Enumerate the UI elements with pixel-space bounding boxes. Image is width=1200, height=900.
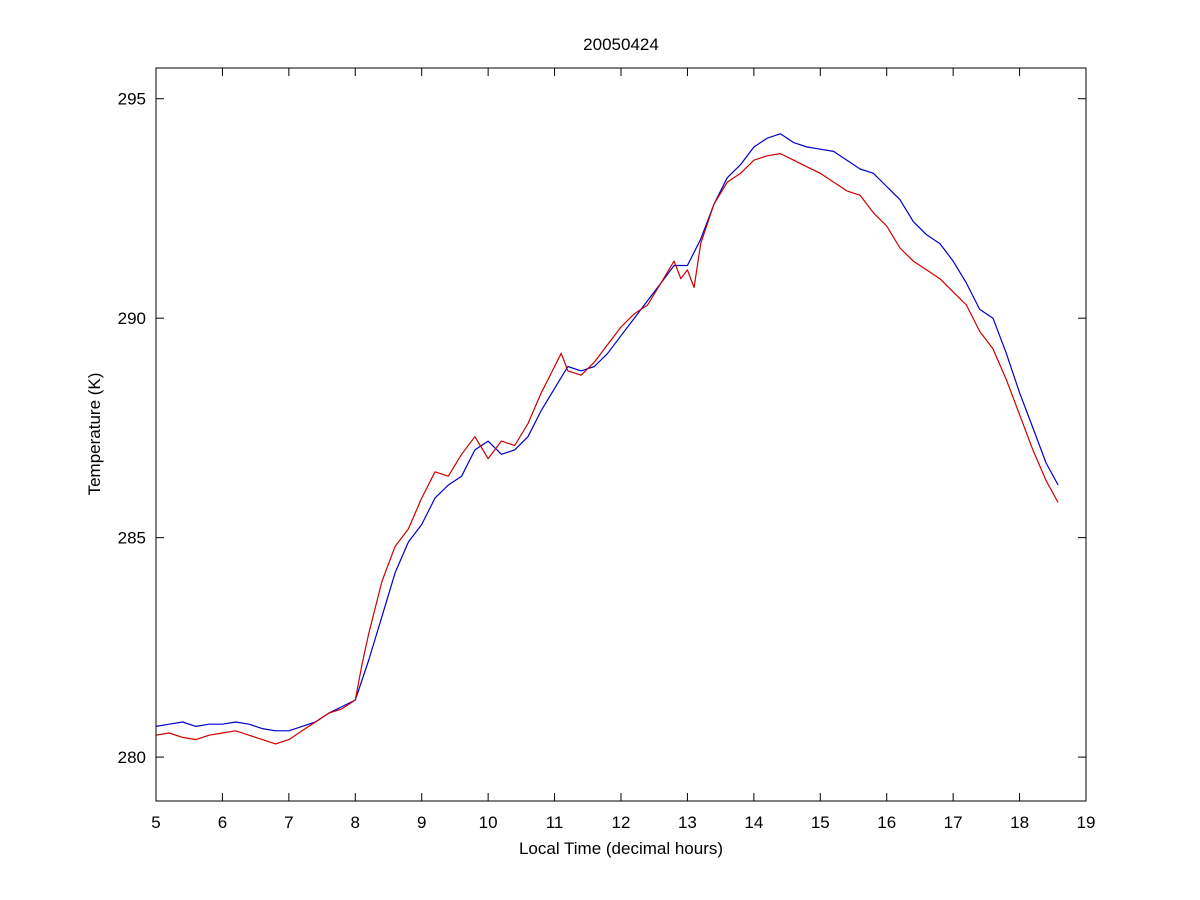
x-tick-label: 9 [417,813,426,832]
y-tick-label: 290 [118,309,146,328]
x-tick-label: 6 [218,813,227,832]
x-tick-label: 10 [479,813,498,832]
y-axis-ticks: 280 285 290 295 [118,90,1086,767]
x-tick-label: 8 [351,813,360,832]
x-tick-label: 15 [811,813,830,832]
x-tick-label: 18 [1010,813,1029,832]
x-axis-ticks: 5 6 7 8 9 10 11 12 13 14 15 16 17 18 19 [151,68,1095,832]
y-tick-label: 285 [118,529,146,548]
plot-content [155,133,1059,745]
x-tick-label: 17 [944,813,963,832]
x-tick-label: 14 [744,813,763,832]
series-line-2 [155,153,1059,745]
x-tick-label: 16 [877,813,896,832]
x-tick-label: 5 [151,813,160,832]
x-tick-label: 19 [1077,813,1096,832]
y-tick-label: 280 [118,748,146,767]
x-axis-title: Local Time (decimal hours) [519,839,723,858]
x-tick-label: 13 [678,813,697,832]
plot-frame [155,67,1087,802]
x-tick-label: 7 [284,813,293,832]
series-line-1 [155,133,1059,732]
y-tick-label: 295 [118,90,146,109]
chart-title: 20050424 [583,35,659,54]
x-tick-label: 11 [546,813,564,832]
y-axis-title: Temperature (K) [85,373,104,496]
x-tick-label: 12 [612,813,631,832]
